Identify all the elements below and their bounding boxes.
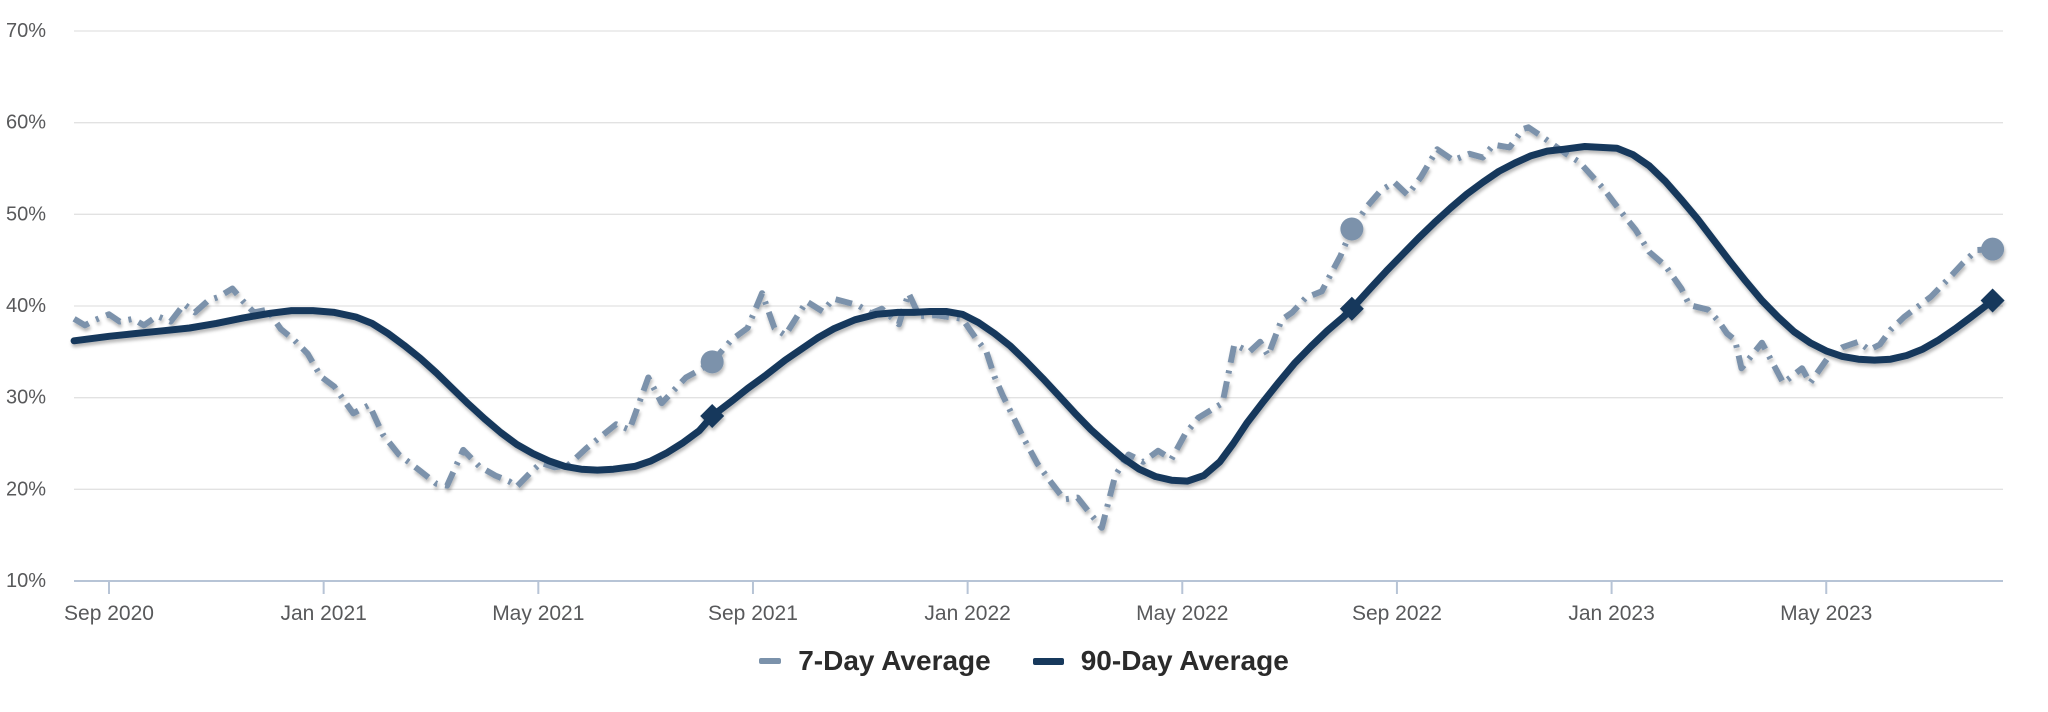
legend-label-7-day-average: 7-Day Average — [798, 645, 991, 676]
annotation-circle-marker[interactable] — [700, 350, 724, 374]
legend-item-7-day-average[interactable]: 7-Day Average — [759, 645, 991, 677]
x-axis-label: Jan 2022 — [924, 602, 1010, 625]
annotation-diamond-marker[interactable] — [1339, 296, 1364, 321]
x-axis-label: Jan 2021 — [280, 602, 366, 625]
legend-swatch-90-day-dash-icon — [1032, 657, 1064, 665]
x-axis-label: Sep 2022 — [1352, 602, 1442, 625]
y-axis-label: 50% — [6, 203, 46, 225]
annotation-diamond-marker[interactable] — [700, 404, 725, 428]
annotation-diamond-marker[interactable] — [1980, 288, 2005, 313]
x-axis-label: Sep 2021 — [708, 602, 798, 625]
series-group — [70, 124, 2005, 531]
y-axis-label: 10% — [6, 570, 46, 592]
legend-item-90-day-average[interactable]: 90-Day Average — [1032, 645, 1289, 677]
y-axis-label: 20% — [6, 478, 46, 500]
y-axis-label: 60% — [6, 112, 46, 134]
x-axis-label: May 2021 — [492, 602, 584, 625]
legend: 7-Day Average 90-Day Average — [0, 645, 2048, 677]
y-axis-label: 70% — [6, 20, 46, 42]
legend-swatch-7-day-dash-icon — [759, 658, 782, 664]
legend-label-90-day-average: 90-Day Average — [1080, 645, 1289, 676]
x-axis-label: May 2022 — [1136, 602, 1228, 625]
x-axis-label: May 2023 — [1780, 602, 1872, 625]
x-axis-label: Sep 2020 — [64, 602, 154, 625]
x-axis-label: Jan 2023 — [1568, 602, 1654, 625]
seven-day-average-line[interactable] — [72, 124, 1993, 531]
annotation-circle-marker[interactable] — [1981, 237, 2005, 261]
ninety-day-average-line[interactable] — [70, 143, 1997, 485]
annotation-circle-marker[interactable] — [1340, 217, 1364, 241]
y-axis-label: 40% — [6, 295, 46, 317]
y-axis-label: 30% — [6, 387, 46, 409]
